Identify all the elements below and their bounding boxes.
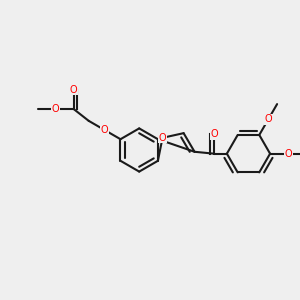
Text: O: O [70,85,77,94]
Text: O: O [159,133,166,143]
Text: O: O [265,114,272,124]
Text: O: O [51,104,59,114]
Text: O: O [210,129,218,139]
Text: O: O [101,125,108,135]
Text: O: O [285,149,292,159]
